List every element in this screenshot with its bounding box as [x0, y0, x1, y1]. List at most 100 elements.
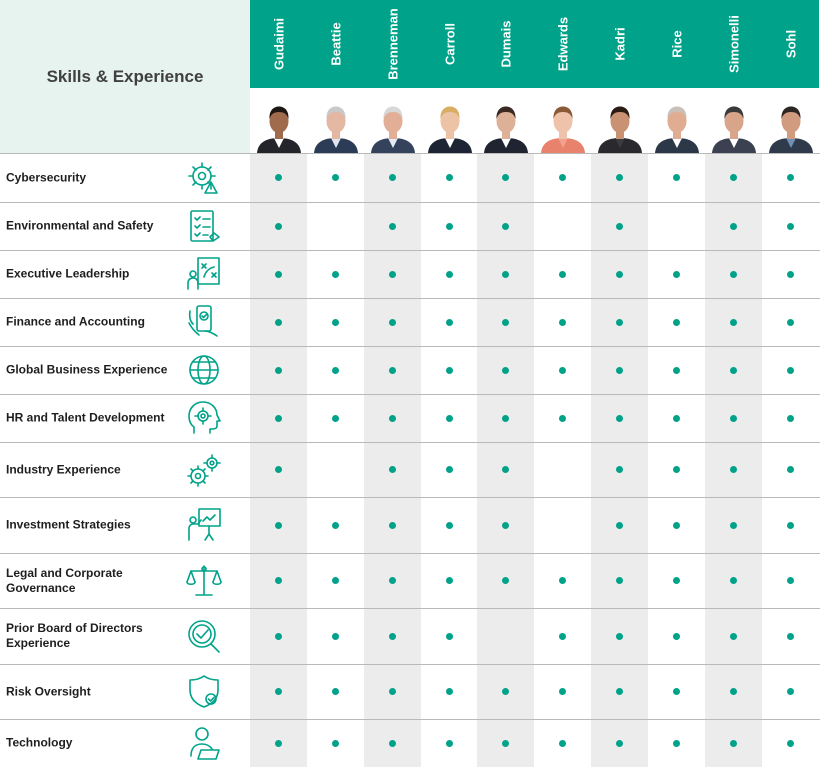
director-photo-cell	[648, 88, 705, 153]
skill-dot	[730, 174, 737, 181]
skill-dot	[389, 222, 396, 230]
director-name: Beattie	[328, 22, 343, 66]
director-header: Rice	[648, 0, 705, 153]
skill-dot	[446, 688, 453, 695]
skill-dot	[389, 174, 396, 181]
skill-row: Investment Strategies	[0, 497, 820, 553]
skill-dot	[616, 688, 623, 695]
skill-dot	[787, 688, 794, 695]
skill-dot	[446, 521, 453, 529]
director-photo-cell	[364, 88, 421, 153]
skill-label: Risk Oversight	[6, 684, 91, 698]
skill-dot	[446, 366, 453, 374]
skill-label: Investment Strategies	[6, 517, 131, 532]
director-name-band: Kadri	[591, 0, 648, 88]
row-divider	[0, 250, 820, 251]
skill-row: Environmental and Safety	[0, 202, 820, 250]
skill-dot	[616, 466, 623, 473]
skill-dot	[787, 222, 794, 230]
row-divider	[0, 664, 820, 665]
skill-dot	[332, 739, 339, 747]
director-name: Simonelli	[726, 15, 741, 73]
skill-label: Environmental and Safety	[6, 218, 154, 233]
director-name: Kadri	[612, 27, 627, 61]
skill-dot	[389, 414, 396, 422]
director-header: Kadri	[591, 0, 648, 153]
skill-row: Executive Leadership	[0, 250, 820, 298]
scales-icon	[185, 562, 223, 600]
badge-check-icon	[185, 617, 223, 655]
director-name-band: Gudaimi	[250, 0, 307, 88]
strategy-board-icon	[185, 255, 223, 293]
director-header: Carroll	[421, 0, 478, 153]
skill-dot	[616, 222, 623, 230]
skill-dot	[730, 632, 737, 640]
director-photo-cell	[762, 88, 819, 153]
skill-dot	[275, 577, 282, 584]
skill-dot	[502, 577, 509, 584]
row-divider	[0, 394, 820, 395]
skill-dot	[502, 521, 509, 529]
director-name-band: Carroll	[421, 0, 478, 88]
skill-dot	[616, 577, 623, 584]
skill-dot	[616, 366, 623, 374]
skill-dot	[787, 174, 794, 181]
skill-dot	[502, 270, 509, 278]
skill-label: Prior Board of Directors Experience	[6, 621, 143, 650]
skill-dot	[616, 270, 623, 278]
skill-dot	[730, 414, 737, 422]
matrix-title-cell: Skills & Experience	[0, 0, 250, 153]
skill-dot	[559, 577, 566, 584]
director-photo	[597, 106, 642, 153]
skill-label: Finance and Accounting	[6, 314, 145, 329]
skill-dot	[730, 222, 737, 230]
director-name-band: Simonelli	[705, 0, 762, 88]
skill-dot	[616, 739, 623, 747]
skill-dot	[673, 466, 680, 473]
skill-label: Legal and Corporate Governance	[6, 565, 123, 595]
skill-dot	[332, 270, 339, 278]
skill-dot	[673, 632, 680, 640]
skill-label: Executive Leadership	[6, 266, 130, 281]
row-divider	[0, 202, 820, 203]
skill-dot	[673, 174, 680, 181]
skill-dot	[389, 632, 396, 640]
skill-dot	[332, 414, 339, 422]
skill-dot	[275, 739, 282, 747]
skill-dot	[673, 577, 680, 584]
skill-dot	[389, 366, 396, 374]
skill-dot	[446, 270, 453, 278]
row-divider	[0, 346, 820, 347]
row-divider	[0, 153, 820, 154]
head-gear-icon	[185, 399, 223, 437]
director-photo	[427, 106, 472, 153]
skill-dot	[616, 174, 623, 181]
director-photo	[654, 106, 699, 153]
director-photo-cell	[477, 88, 534, 153]
skill-dot	[389, 688, 396, 695]
row-divider	[0, 719, 820, 720]
presentation-icon	[185, 506, 223, 544]
skill-dot	[673, 739, 680, 747]
director-photo-cell	[591, 88, 648, 153]
skill-dot	[559, 688, 566, 695]
skill-dot	[389, 577, 396, 584]
row-divider	[0, 608, 820, 609]
skill-dot	[275, 414, 282, 422]
skill-dot	[787, 632, 794, 640]
skill-dot	[673, 688, 680, 695]
director-photo	[540, 106, 585, 153]
skill-dot	[275, 222, 282, 230]
director-name: Dumais	[498, 20, 513, 68]
skill-dot	[275, 270, 282, 278]
mobile-payment-icon	[185, 303, 223, 341]
director-photo-cell	[250, 88, 307, 153]
director-name-band: Edwards	[534, 0, 591, 88]
skill-dot	[502, 222, 509, 230]
skill-row: Prior Board of Directors Experience	[0, 608, 820, 664]
skill-dot	[559, 174, 566, 181]
director-photo	[768, 106, 813, 153]
gear-warning-icon	[185, 159, 223, 197]
director-photo-cell	[705, 88, 762, 153]
